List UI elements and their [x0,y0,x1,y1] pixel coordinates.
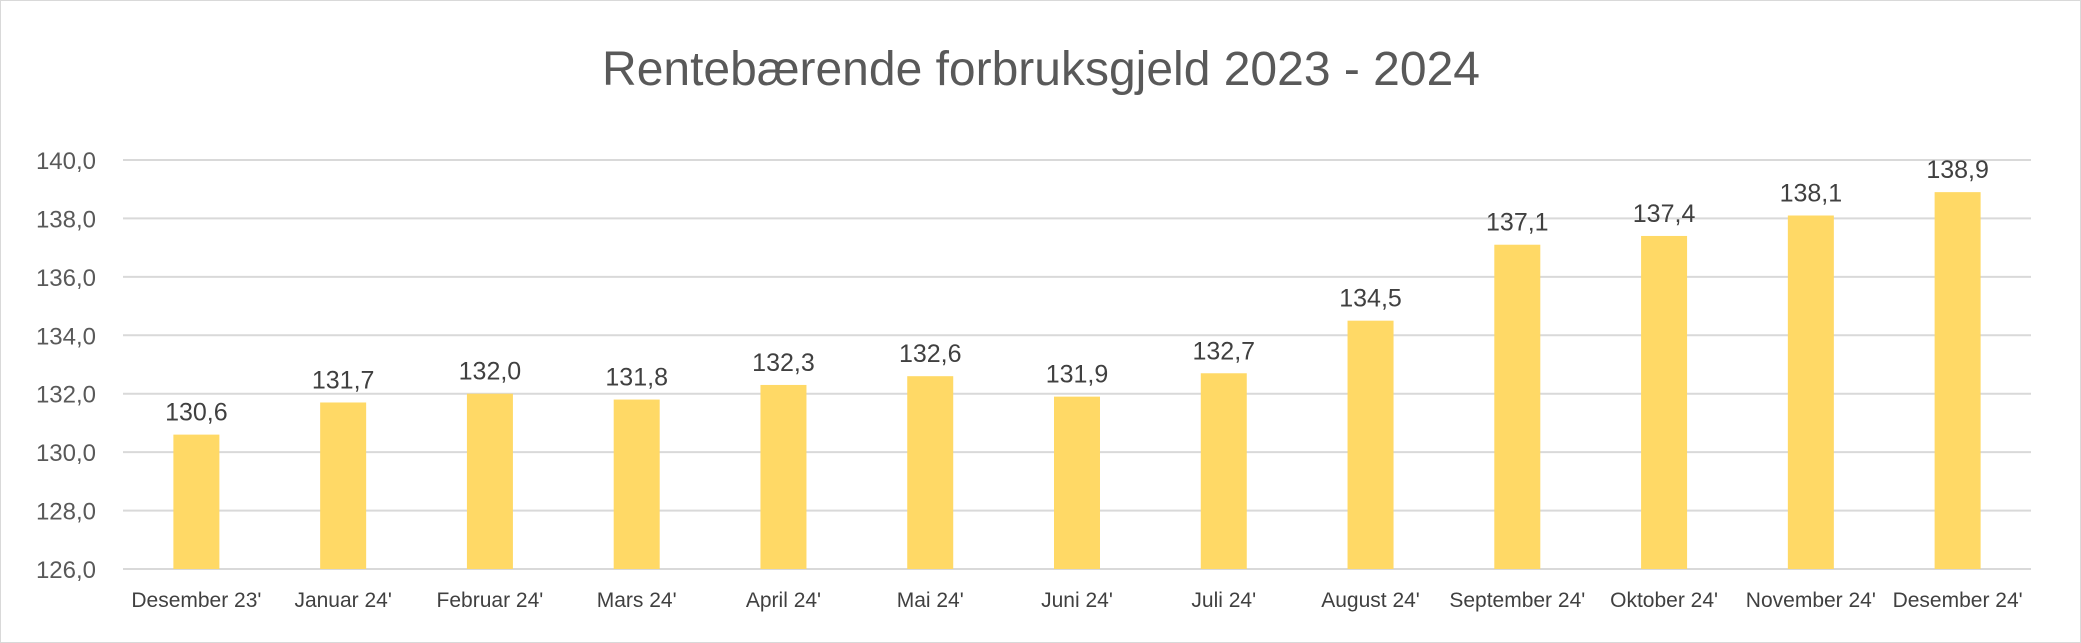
x-tick-label: Mai 24' [897,589,964,612]
bar [613,399,660,569]
bar [466,393,513,569]
y-tick-label: 128,0 [36,499,96,526]
bar [1494,244,1541,569]
x-tick-label: Januar 24' [294,589,391,612]
data-label: 132,0 [459,358,522,386]
bar [320,402,367,569]
data-label: 131,9 [1046,361,1109,389]
y-tick-label: 138,0 [36,206,96,233]
bar [1934,192,1981,569]
chart-title: Rentebærende forbruksgjeld 2023 - 2024 [602,43,1480,96]
data-label: 132,7 [1192,337,1255,365]
data-label: 134,5 [1339,285,1402,313]
y-axis-ticks: 126,0 128,0 130,0 132,0 134,0 136,0 138,0 140,0 [36,148,96,584]
data-label: 131,7 [312,366,375,394]
x-tick-label: Mars 24' [597,589,677,612]
y-tick-label: 134,0 [36,323,96,350]
bar [1347,320,1394,569]
y-tick-label: 136,0 [36,265,96,292]
x-tick-label: August 24' [1321,589,1420,612]
x-tick-label: Desember 24' [1893,589,2023,612]
data-label: 137,1 [1486,209,1549,237]
x-tick-label: November 24' [1746,589,1876,612]
x-tick-label: September 24' [1449,589,1585,612]
bar [173,434,220,569]
x-tick-label: Februar 24' [437,589,544,612]
data-label: 132,6 [899,340,962,368]
bar [760,384,807,569]
x-tick-label: April 24' [746,589,821,612]
y-tick-label: 126,0 [36,557,96,584]
x-tick-label: Juni 24' [1041,589,1113,612]
bar [907,376,954,569]
bar [1054,396,1100,569]
y-tick-label: 140,0 [36,148,96,175]
data-label: 138,1 [1780,180,1843,208]
y-tick-label: 132,0 [36,382,96,409]
bars [173,192,1981,569]
data-label: 130,6 [165,399,228,427]
bar [1641,235,1688,569]
data-label: 137,4 [1633,200,1696,228]
x-axis-ticks: Desember 23' Januar 24' Februar 24' Mars 24… [131,589,2022,612]
bar [1200,373,1247,569]
data-label: 138,9 [1926,156,1989,184]
x-tick-label: Juli 24' [1191,589,1256,612]
bar [1787,215,1834,569]
x-tick-label: Oktober 24' [1610,589,1718,612]
data-labels: 130,6 131,7 132,0 131,8 132,3 132,6 131,9 132,7… [165,156,1989,426]
data-label: 132,3 [752,349,815,377]
x-tick-label: Desember 23' [131,589,261,612]
y-tick-label: 130,0 [36,440,96,467]
data-label: 131,8 [605,364,668,392]
